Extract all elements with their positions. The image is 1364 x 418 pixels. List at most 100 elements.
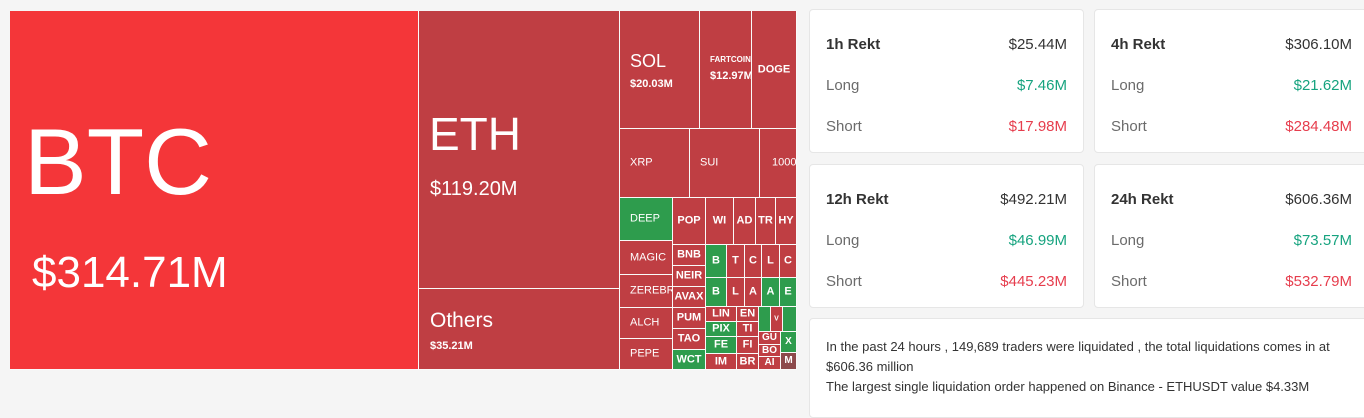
treemap-tile-xrp[interactable]: XRP <box>620 129 690 198</box>
treemap-tile-tiny-1[interactable] <box>759 307 771 332</box>
long-label: Long <box>1111 76 1145 94</box>
tile-symbol: V <box>774 315 779 323</box>
treemap-tile-fet[interactable]: FE <box>706 337 737 354</box>
treemap-tile-t[interactable]: T <box>727 245 745 278</box>
treemap-tile-ens[interactable]: EN <box>737 307 759 322</box>
treemap-tile-ai[interactable]: AI <box>759 357 781 370</box>
tile-symbol: ALCH <box>630 316 660 329</box>
tile-symbol: PIX <box>712 322 730 335</box>
tile-symbol: BO <box>762 345 777 356</box>
treemap-tile-zerebro[interactable]: ZEREBR <box>620 275 673 308</box>
treemap-tile-1000[interactable]: 1000 <box>760 129 797 198</box>
tile-symbol: TI <box>742 322 753 335</box>
tile-value: $35.21M <box>430 340 473 352</box>
treemap-tile-a1[interactable]: A <box>745 278 762 307</box>
treemap-tile-fartcoin[interactable]: FARTCOIN $12.97M <box>700 11 752 129</box>
tile-symbol: 1000 <box>772 156 797 169</box>
rekt-card-total: $606.36M <box>1285 190 1352 208</box>
treemap-tile-b1[interactable]: B <box>706 245 727 278</box>
treemap-tile-popcat[interactable]: POP <box>673 198 706 245</box>
treemap-tile-hype[interactable]: HY <box>776 198 797 245</box>
treemap-tile-ada[interactable]: AD <box>734 198 756 245</box>
long-value: $46.99M <box>1008 231 1067 249</box>
tile-symbol: M <box>784 355 793 366</box>
treemap-tile-ti[interactable]: TI <box>737 322 759 337</box>
treemap-tile-b2[interactable]: B <box>706 278 727 307</box>
treemap-tile-magic[interactable]: MAGIC <box>620 241 673 275</box>
tile-value: $20.03M <box>630 78 673 90</box>
tile-symbol: E <box>784 285 792 298</box>
tile-symbol: ETH <box>429 108 521 160</box>
tile-symbol: PEPE <box>630 347 660 360</box>
rekt-card-12h: 12h Rekt $492.21M Long $46.99M Short $445.2… <box>809 164 1084 308</box>
long-value: $7.46M <box>1016 76 1067 94</box>
treemap-tile-bnb[interactable]: BNB <box>673 245 706 266</box>
treemap-tile-m[interactable]: M <box>781 353 797 370</box>
tile-value: $12.97M <box>710 70 752 82</box>
treemap-tile-btc[interactable]: BTC $314.71M <box>10 11 419 370</box>
rekt-card-total: $306.10M <box>1285 35 1352 53</box>
treemap-tile-avax[interactable]: AVAX <box>673 287 706 308</box>
treemap-tile-tiny-2[interactable] <box>783 307 797 332</box>
treemap-tile-l1[interactable]: L <box>762 245 780 278</box>
tile-symbol: FARTCOIN <box>710 55 751 64</box>
tile-symbol: A <box>749 285 757 298</box>
treemap-tile-br[interactable]: BR <box>737 354 759 370</box>
treemap-tile-alch[interactable]: ALCH <box>620 308 673 339</box>
tile-symbol: WCT <box>676 353 702 365</box>
tile-symbol: BTC <box>24 109 212 214</box>
tile-symbol: AVAX <box>674 290 704 303</box>
treemap-tile-imx[interactable]: IM <box>706 354 737 370</box>
treemap-tile-c1[interactable]: C <box>745 245 762 278</box>
tile-symbol: C <box>749 254 757 267</box>
tile-symbol: AI <box>764 357 775 368</box>
tile-symbol: C <box>784 254 792 267</box>
treemap-tile-wct[interactable]: WCT <box>673 350 706 370</box>
treemap-tile-wif[interactable]: WI <box>706 198 734 245</box>
treemap-tile-gu[interactable]: GU <box>759 332 781 345</box>
tile-symbol: L <box>732 285 739 298</box>
treemap-tile-eth[interactable]: ETH $119.20M <box>419 11 620 289</box>
treemap-tile-fi[interactable]: FI <box>737 337 759 354</box>
tile-symbol: DEEP <box>630 212 660 225</box>
tile-symbol: XRP <box>630 156 653 169</box>
rekt-card-1h: 1h Rekt $25.44M Long $7.46M Short $17.98M <box>809 9 1084 153</box>
tile-symbol: BNB <box>677 248 701 261</box>
tile-symbol: GU <box>762 332 777 343</box>
long-value: $73.57M <box>1293 231 1352 249</box>
tile-symbol: EN <box>739 307 756 320</box>
tile-symbol: PUM <box>676 311 702 324</box>
tile-symbol: SUI <box>700 156 719 169</box>
tile-symbol: Others <box>430 309 494 332</box>
treemap-tile-sui[interactable]: SUI <box>690 129 760 198</box>
treemap-tile-l2[interactable]: L <box>727 278 745 307</box>
treemap-tile-others[interactable]: Others $35.21M <box>419 289 620 370</box>
tile-symbol: B <box>712 254 720 267</box>
tile-symbol: FE <box>713 338 729 351</box>
treemap-tile-doge[interactable]: DOGE <box>752 11 797 129</box>
treemap-tile-pix[interactable]: PIX <box>706 322 737 337</box>
tile-symbol: MAGIC <box>630 251 667 263</box>
rekt-card-total: $492.21M <box>1000 190 1067 208</box>
tile-symbol: NEIR <box>675 269 703 282</box>
long-label: Long <box>1111 231 1145 249</box>
treemap-tile-a2[interactable]: A <box>762 278 780 307</box>
treemap-tile-e1[interactable]: E <box>780 278 797 307</box>
tile-symbol: B <box>712 285 720 298</box>
treemap-tile-c2[interactable]: C <box>780 245 797 278</box>
treemap-tile-x[interactable]: X <box>781 332 797 353</box>
short-label: Short <box>826 272 862 290</box>
treemap-tile-neiro[interactable]: NEIR <box>673 266 706 287</box>
short-label: Short <box>1111 272 1147 290</box>
treemap-tile-trump[interactable]: TR <box>756 198 776 245</box>
treemap-tile-bo[interactable]: BO <box>759 345 781 357</box>
tile-symbol: AD <box>736 214 753 227</box>
treemap-tile-pepe[interactable]: PEPE <box>620 339 673 370</box>
treemap-tile-link[interactable]: LIN <box>706 307 737 322</box>
treemap-tile-pump[interactable]: PUM <box>673 308 706 329</box>
rekt-card-title: 1h Rekt <box>826 35 881 53</box>
treemap-tile-sol[interactable]: SOL $20.03M <box>620 11 700 129</box>
treemap-tile-deep[interactable]: DEEP <box>620 198 673 241</box>
treemap-tile-tao[interactable]: TAO <box>673 329 706 350</box>
treemap-tile-v[interactable]: V <box>771 307 783 332</box>
